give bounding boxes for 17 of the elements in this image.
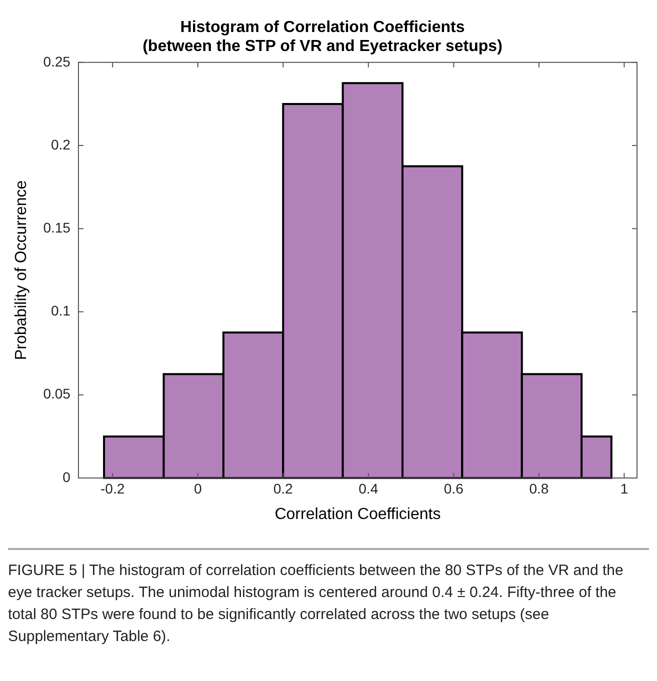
caption: FIGURE 5 | The histogram of correlation coefficients between the 80 STPs of the VR and the eye tracker setups. The unimodal histogram is centered around 0.4 ± 0.24. Fifty-three of the total 80 STPs were found to be significantly correlated across the two setups (see Supplementary Table 6).	[8, 561, 624, 647]
x-tick-label: 0.6	[444, 480, 464, 496]
y-axis-title: Probability of Occurrence	[13, 180, 30, 360]
chart-title: Histogram of Correlation Coefficients (between the STP of VR and Eyetracker setups)	[142, 19, 502, 56]
x-tick-label: 0.2	[273, 480, 294, 496]
x-tick-label: 0	[194, 480, 202, 496]
x-tick-label: 0.4	[358, 480, 378, 496]
x-tick-label: -0.2	[100, 480, 125, 496]
x-axis-title: Correlation Coefficients	[274, 506, 441, 523]
y-tick-label: 0.15	[43, 220, 71, 236]
y-tick-label: 0	[62, 468, 71, 485]
y-tick-label: 0.05	[43, 386, 71, 402]
y-tick-label: 0.2	[50, 136, 71, 152]
y-tick-label: 0.1	[50, 302, 71, 319]
x-tick-label: 0.8	[529, 480, 549, 496]
x-tick-label: 1	[620, 480, 628, 496]
y-tick-label: 0.25	[43, 53, 71, 70]
